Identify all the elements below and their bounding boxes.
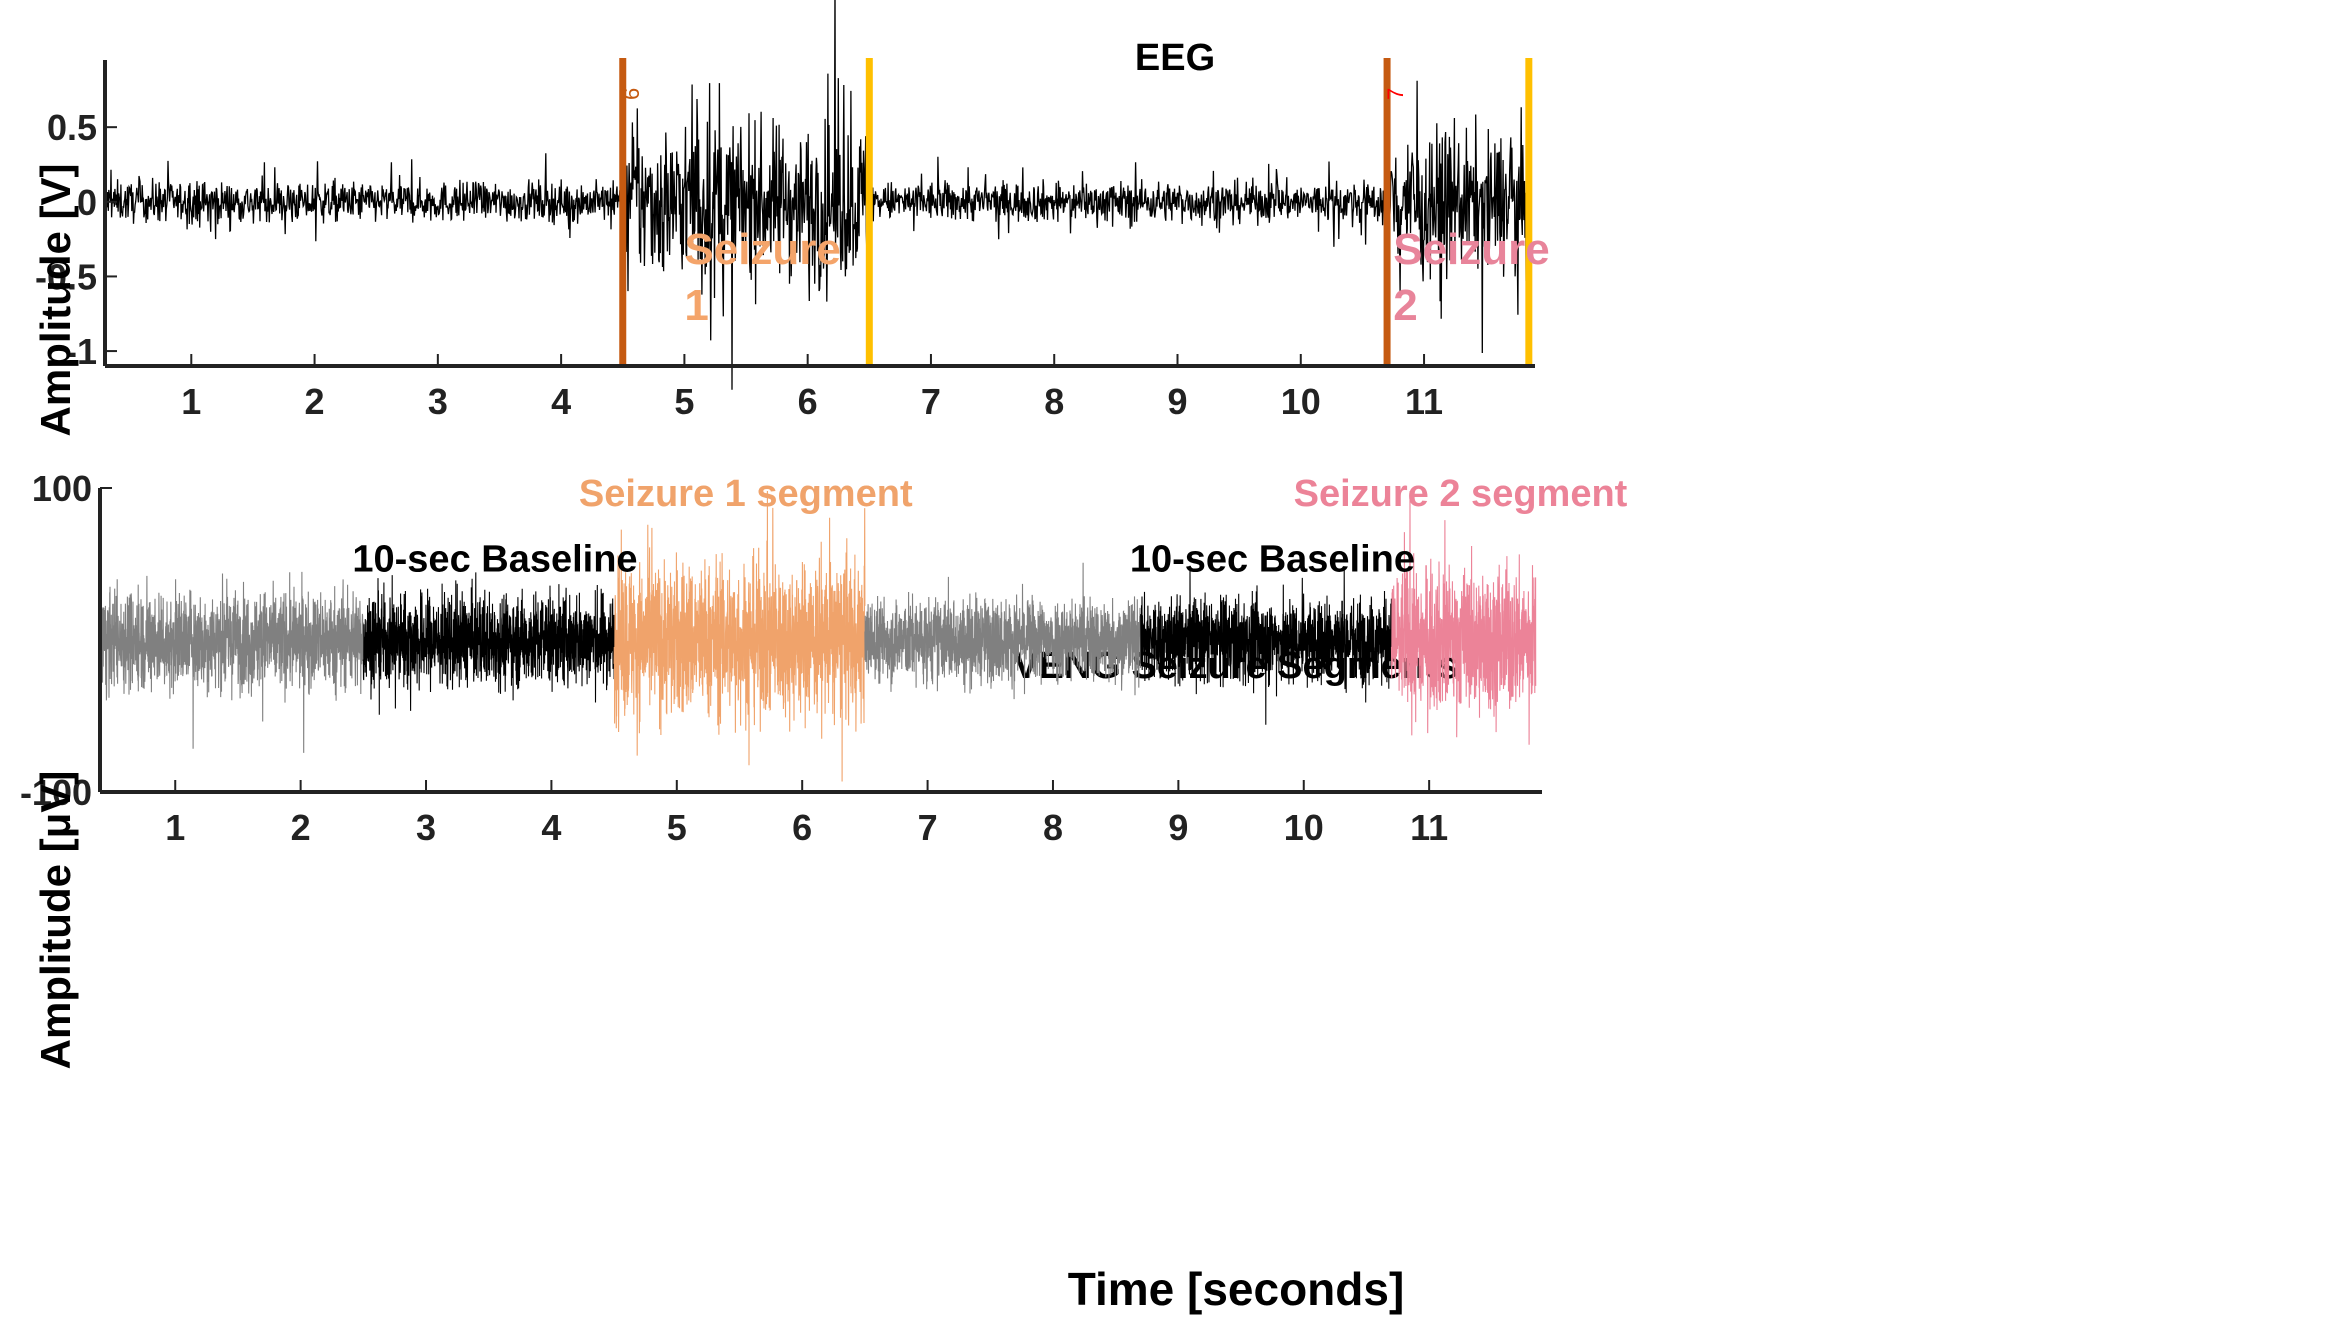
eeg-y-tick-label: -0.5 — [35, 256, 97, 297]
eeg-signal-line — [104, 0, 1530, 390]
eeg-trace — [104, 0, 1530, 390]
eeg-axes: 1 2 3 4 5 6 7 8 9 10 110.50-0.5-1 — [35, 60, 1535, 422]
veng-segment-seizure-1 — [613, 490, 866, 782]
veng-trace — [99, 490, 1537, 782]
veng-segment-baseline-1 — [362, 572, 615, 715]
eeg-x-tick-label: 8 — [1044, 381, 1064, 422]
veng-x-tick-label: 4 — [541, 807, 561, 848]
eeg-y-tick-label: -1 — [65, 331, 97, 372]
veng-segment-seizure-2 — [1390, 491, 1537, 745]
eeg-x-tick-label: 3 — [428, 381, 448, 422]
veng-segment-baseline-2 — [1140, 565, 1393, 725]
eeg-y-axis-label: Amplitude [V] — [32, 164, 79, 437]
veng-x-tick-label: 2 — [291, 807, 311, 848]
eeg-x-tick-label: 6 — [798, 381, 818, 422]
eeg-x-tick-label: 9 — [1167, 381, 1187, 422]
veng-x-tick-label: 11 — [1410, 807, 1448, 848]
veng-segment-background — [864, 562, 1142, 700]
eeg-title: EEG — [1135, 37, 1215, 79]
veng-annotation: 10-sec Baseline — [1130, 539, 1415, 581]
eeg-annotations: Seizure 1 Seizure 2 — [684, 225, 1549, 330]
eeg-x-tick-label: 2 — [305, 381, 325, 422]
seizure-annotation: 2 — [1393, 281, 1417, 330]
eeg-y-tick-label: 0 — [77, 182, 97, 223]
seizure-annotation: 1 — [684, 281, 708, 330]
eeg-y-tick-label: 0.5 — [47, 107, 97, 148]
x-axis-label: Time [seconds] — [1068, 1263, 1405, 1315]
veng-y-tick-label: -100 — [20, 772, 92, 813]
veng-x-tick-label: 9 — [1168, 807, 1188, 848]
veng-axes: 1 2 3 4 5 6 7 8 9 10 11 100 -100 — [20, 468, 1542, 848]
veng-x-tick-label: 6 — [792, 807, 812, 848]
veng-annotation: Seizure 2 segment — [1294, 473, 1628, 515]
veng-segment-background — [99, 571, 364, 753]
veng-x-tick-label: 5 — [667, 807, 687, 848]
veng-x-tick-label: 8 — [1043, 807, 1063, 848]
eeg-x-tick-label: 5 — [674, 381, 694, 422]
eeg-x-tick-label: 11 — [1405, 381, 1443, 422]
seizure-marker-label: 6 — [619, 88, 644, 100]
veng-x-tick-label: 3 — [416, 807, 436, 848]
veng-y-axis-label: Amplitude [μV] — [32, 771, 79, 1070]
eeg-x-tick-label: 10 — [1281, 381, 1321, 422]
veng-panel: VENG Seizure Segments 1 2 3 4 5 6 7 8 9 10 11100-1… — [20, 468, 1628, 1315]
eeg-x-tick-label: 1 — [181, 381, 201, 422]
seizure-marker-label: 7 — [1383, 88, 1408, 100]
veng-y-tick-label: 100 — [32, 468, 92, 509]
eeg-x-tick-label: 4 — [551, 381, 571, 422]
veng-x-tick-label: 10 — [1284, 807, 1324, 848]
seizure-annotation: Seizure — [1393, 225, 1550, 274]
veng-x-tick-label: 1 — [165, 807, 185, 848]
seizure-annotation: Seizure — [684, 225, 841, 274]
veng-annotation: 10-sec Baseline — [352, 539, 637, 581]
veng-annotation: Seizure 1 segment — [579, 473, 913, 515]
veng-annotations: 10-sec Baseline Seizure 1 segment 10-sec B… — [352, 473, 1627, 580]
eeg-x-tick-label: 7 — [921, 381, 941, 422]
veng-x-tick-label: 7 — [918, 807, 938, 848]
